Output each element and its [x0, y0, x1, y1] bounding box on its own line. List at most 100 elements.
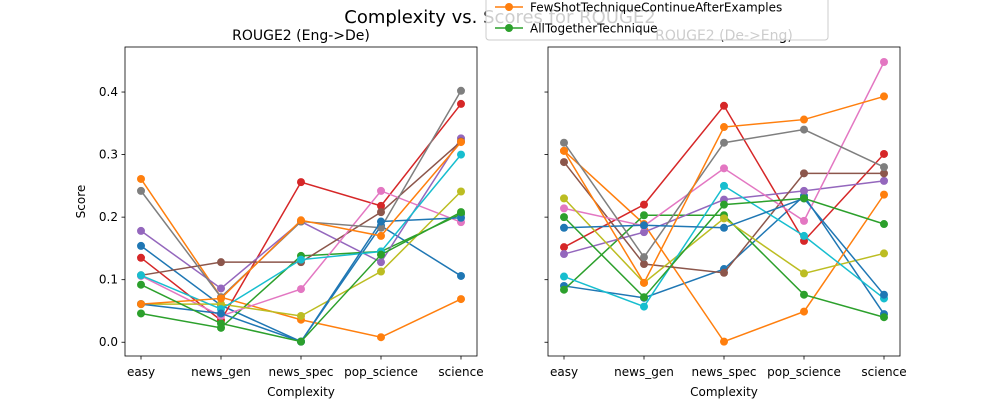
data-point [560, 146, 568, 155]
data-point [377, 208, 385, 217]
x-tick-label: easy [127, 365, 155, 379]
legend-entry: FewShotTechniqueContinueAfterExamples [495, 1, 782, 15]
data-point [297, 337, 305, 346]
y-tick-label: 0.1 [99, 273, 118, 287]
data-point [880, 92, 888, 101]
data-point [457, 138, 465, 147]
series-line [140, 213, 462, 329]
x-axis-label: Complexity [267, 385, 335, 399]
series-11 [560, 194, 888, 299]
data-point [377, 258, 385, 267]
x-axis-label: Complexity [690, 385, 758, 399]
series-1 [137, 221, 465, 346]
data-point [457, 208, 465, 217]
data-point [560, 223, 568, 232]
data-point [560, 250, 568, 259]
x-tick-label: news_gen [614, 365, 674, 379]
data-point [297, 255, 305, 264]
data-point [720, 164, 728, 173]
data-point [137, 241, 145, 250]
data-point [297, 178, 305, 187]
data-point [377, 217, 385, 226]
x-tick-label: pop_science [344, 365, 418, 379]
subplot-2: ROUGE2 (De->Eng)easynews_gennews_specpop… [544, 28, 907, 399]
data-point [880, 190, 888, 199]
data-point [137, 226, 145, 235]
data-point [377, 333, 385, 342]
data-point [137, 280, 145, 289]
data-point [640, 278, 648, 287]
data-point [377, 250, 385, 259]
data-point [457, 86, 465, 95]
data-point [720, 181, 728, 190]
series-13 [560, 194, 888, 302]
data-point [457, 99, 465, 108]
y-tick-label: 0.0 [99, 335, 118, 349]
data-point [800, 216, 808, 225]
data-point [880, 58, 888, 67]
data-point [457, 213, 465, 222]
data-point [217, 284, 225, 293]
data-point [800, 269, 808, 278]
data-point [217, 258, 225, 267]
data-point [560, 194, 568, 203]
data-point [640, 260, 648, 269]
data-point [880, 220, 888, 229]
x-tick-label: science [438, 365, 483, 379]
legend-box [485, 0, 829, 41]
data-point [297, 311, 305, 320]
series-13 [137, 208, 465, 346]
series-line [140, 224, 462, 343]
data-point [640, 211, 648, 220]
data-point [640, 200, 648, 209]
data-point [720, 101, 728, 110]
data-point [640, 253, 648, 262]
data-point [880, 149, 888, 158]
data-point [800, 290, 808, 299]
data-point [137, 309, 145, 318]
y-axis-label: Score [74, 185, 88, 219]
legend-swatch-marker [505, 24, 513, 32]
data-point [720, 123, 728, 132]
series-10 [560, 181, 888, 311]
axes-frame [124, 46, 478, 357]
data-point [137, 253, 145, 262]
data-point [137, 271, 145, 280]
series-1 [560, 191, 888, 319]
data-point [457, 150, 465, 159]
x-tick-label: news_spec [692, 365, 757, 379]
legend: FewShotTechniqueContinueAfterExamples All… [485, 0, 829, 41]
data-point [560, 272, 568, 281]
data-point [640, 293, 648, 302]
x-tick-label: news_gen [191, 365, 251, 379]
data-point [880, 176, 888, 185]
data-point [800, 169, 808, 178]
data-point [720, 214, 728, 223]
y-tick-label: 0.4 [99, 85, 118, 99]
series-12 [137, 138, 465, 309]
series-line [563, 150, 885, 343]
data-point [137, 174, 145, 183]
data-point [217, 319, 225, 328]
data-point [800, 115, 808, 124]
x-tick-label: news_spec [269, 365, 334, 379]
data-point [560, 285, 568, 294]
legend-entry: AllTogetherTechnique [495, 22, 658, 36]
x-tick-label: easy [550, 365, 578, 379]
y-tick-label: 0.2 [99, 210, 118, 224]
data-point [560, 204, 568, 213]
data-point [457, 295, 465, 304]
legend-label: AllTogetherTechnique [530, 22, 658, 36]
data-point [720, 268, 728, 277]
legend-label: FewShotTechniqueContinueAfterExamples [530, 1, 782, 15]
data-point [560, 138, 568, 147]
x-tick-label: science [861, 365, 906, 379]
data-point [720, 200, 728, 209]
series-8 [560, 125, 888, 262]
data-point [880, 169, 888, 178]
data-point [137, 186, 145, 195]
data-point [640, 228, 648, 237]
data-point [800, 125, 808, 134]
data-point [560, 243, 568, 252]
